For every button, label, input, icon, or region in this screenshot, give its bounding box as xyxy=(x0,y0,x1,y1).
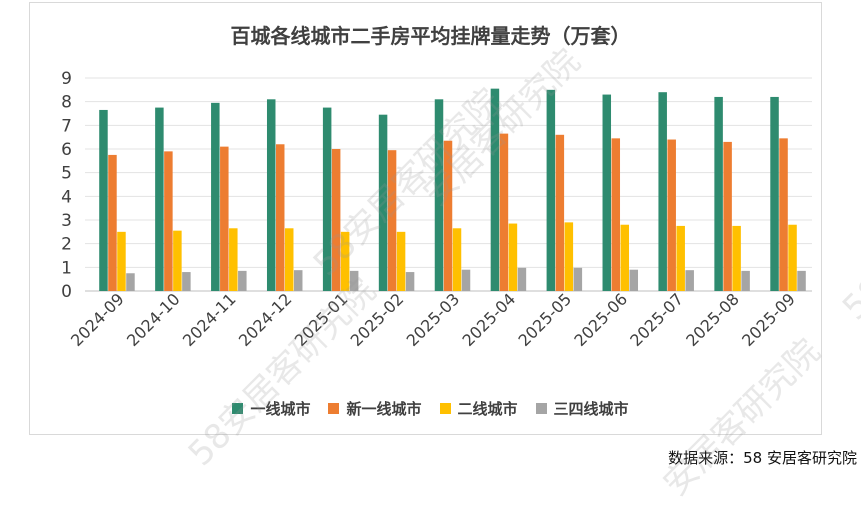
x-tick-label: 2025-02 xyxy=(347,289,408,350)
y-tick-label: 4 xyxy=(61,187,72,207)
y-tick-label: 6 xyxy=(61,140,72,160)
chart-title: 百城各线城市二手房平均挂牌量走势（万套） xyxy=(230,24,631,48)
y-tick-label: 0 xyxy=(61,282,72,302)
bar xyxy=(797,270,806,291)
legend-swatch-tier1 xyxy=(232,403,244,414)
bar xyxy=(443,140,453,291)
x-tick-label: 2025-03 xyxy=(403,289,464,350)
bar xyxy=(405,272,415,291)
bar xyxy=(275,144,285,291)
bar xyxy=(238,270,247,291)
bar xyxy=(220,146,229,291)
x-tick-label: 2025-04 xyxy=(459,289,520,350)
bar xyxy=(452,228,462,291)
bar xyxy=(788,224,797,291)
bar xyxy=(732,225,741,291)
x-tick-label: 2024-10 xyxy=(123,289,184,350)
x-tick-label: 2024-11 xyxy=(179,289,240,350)
bar xyxy=(517,267,527,291)
bar xyxy=(340,231,350,291)
legend-item-tier34: 三四线城市 xyxy=(535,398,629,419)
x-tick-label: 2025-05 xyxy=(514,289,575,350)
bar xyxy=(396,231,406,291)
bar xyxy=(770,96,779,291)
bar xyxy=(658,92,667,291)
bar xyxy=(685,270,694,291)
bar xyxy=(182,272,191,291)
bar xyxy=(620,224,630,291)
legend-swatch-tier34 xyxy=(535,403,547,414)
bar xyxy=(155,107,164,291)
bar xyxy=(293,270,303,291)
bar xyxy=(117,231,126,291)
bar xyxy=(676,225,685,291)
legend-swatch-tier2 xyxy=(439,403,451,414)
bar xyxy=(211,102,220,291)
bar xyxy=(349,270,359,291)
bar xyxy=(508,223,518,291)
y-tick-label: 7 xyxy=(61,116,72,136)
bar xyxy=(741,270,750,291)
bar xyxy=(434,99,444,291)
bar xyxy=(573,267,583,291)
bar xyxy=(164,151,173,291)
x-tick-label: 2025-06 xyxy=(570,289,631,350)
legend-label-tier34: 三四线城市 xyxy=(553,400,629,418)
bar xyxy=(564,222,574,291)
y-tick-label: 5 xyxy=(61,164,72,184)
bar xyxy=(387,150,397,291)
bar xyxy=(331,149,341,291)
x-tick-label: 2024-12 xyxy=(235,289,296,350)
y-tick-label: 3 xyxy=(61,211,72,231)
bar xyxy=(667,139,676,291)
bar xyxy=(266,99,276,291)
legend-label-tier1: 一线城市 xyxy=(250,400,311,418)
legend-label-tier2: 二线城市 xyxy=(457,400,518,418)
bar xyxy=(378,114,388,291)
bar xyxy=(229,228,238,291)
x-tick-label: 2025-07 xyxy=(626,289,687,350)
bar xyxy=(322,107,332,291)
bar xyxy=(108,154,117,291)
y-tick-label: 8 xyxy=(61,93,72,113)
bar xyxy=(126,273,135,291)
source-note: 数据来源：58 安居客研究院 xyxy=(668,449,857,467)
bar xyxy=(284,228,294,291)
bar xyxy=(602,94,612,291)
x-tick-label: 2025-09 xyxy=(738,289,799,350)
bar xyxy=(499,133,509,291)
legend-item-new-tier1: 新一线城市 xyxy=(328,398,422,419)
x-tick-label: 2024-09 xyxy=(67,289,128,350)
y-tick-label: 9 xyxy=(61,69,72,89)
legend-label-new-tier1: 新一线城市 xyxy=(346,400,422,418)
bar xyxy=(173,230,182,291)
bar xyxy=(99,109,108,291)
x-tick-label: 2025-08 xyxy=(682,289,743,350)
legend-swatch-new-tier1 xyxy=(328,403,340,414)
bar xyxy=(611,138,621,291)
bar xyxy=(779,138,788,291)
bar xyxy=(490,88,500,292)
bar xyxy=(714,96,723,291)
bar xyxy=(546,89,556,291)
legend: 一线城市 新一线城市 二线城市 三四线城市 xyxy=(0,398,861,419)
x-tick-label: 2025-01 xyxy=(291,289,352,350)
y-tick-label: 2 xyxy=(61,235,72,255)
bar-chart: 01234567892024-092024-102024-112024-1220… xyxy=(61,69,812,350)
bar xyxy=(461,269,471,291)
bar xyxy=(555,134,565,291)
y-tick-label: 1 xyxy=(61,258,72,278)
bar xyxy=(723,141,732,291)
legend-item-tier2: 二线城市 xyxy=(439,398,518,419)
legend-item-tier1: 一线城市 xyxy=(232,398,310,419)
bar xyxy=(629,269,639,291)
